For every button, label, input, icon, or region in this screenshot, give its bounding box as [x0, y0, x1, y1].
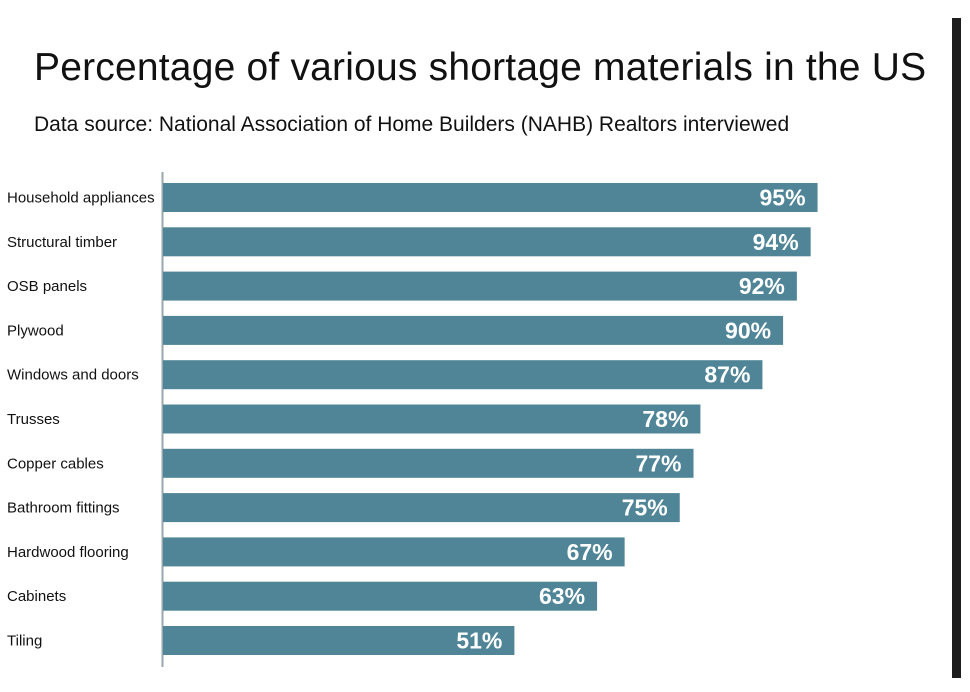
value-label-3: 90% — [725, 317, 771, 343]
bar-5 — [163, 404, 701, 434]
category-label-0: Household appliances — [7, 190, 155, 207]
category-label-6: Copper cables — [7, 455, 104, 472]
category-label-5: Trusses — [7, 411, 60, 428]
value-label-4: 87% — [704, 362, 750, 388]
bar-7 — [163, 493, 680, 523]
category-label-7: Bathroom fittings — [7, 500, 120, 517]
category-label-8: Hardwood flooring — [7, 544, 129, 561]
bar-6 — [163, 448, 694, 478]
value-label-7: 75% — [622, 495, 668, 521]
category-label-1: Structural timber — [7, 234, 117, 251]
chart-subtitle: Data source: National Association of Hom… — [34, 113, 790, 136]
value-label-6: 77% — [635, 450, 681, 476]
frame-edge — [952, 18, 961, 678]
category-label-10: Tiling — [7, 633, 42, 650]
value-label-9: 63% — [539, 583, 585, 609]
category-label-3: Plywood — [7, 322, 64, 339]
chart-title: Percentage of various shortage materials… — [34, 46, 927, 89]
bar-4 — [163, 360, 763, 390]
category-label-4: Windows and doors — [7, 367, 139, 384]
value-label-2: 92% — [739, 273, 785, 299]
bar-8 — [163, 537, 625, 567]
value-label-8: 67% — [567, 539, 613, 565]
bars-layer: Household appliances 95% Structural timber… — [7, 183, 818, 655]
value-label-0: 95% — [760, 185, 806, 211]
category-label-2: OSB panels — [7, 278, 87, 295]
category-label-9: Cabinets — [7, 588, 66, 605]
bar-9 — [163, 581, 598, 611]
value-label-5: 78% — [642, 406, 688, 432]
value-label-1: 94% — [753, 229, 799, 255]
bar-1 — [163, 227, 811, 257]
bar-10 — [163, 626, 515, 655]
bar-2 — [163, 271, 797, 301]
value-label-10: 51% — [456, 628, 502, 654]
bar-0 — [163, 183, 818, 212]
bar-3 — [163, 315, 784, 345]
